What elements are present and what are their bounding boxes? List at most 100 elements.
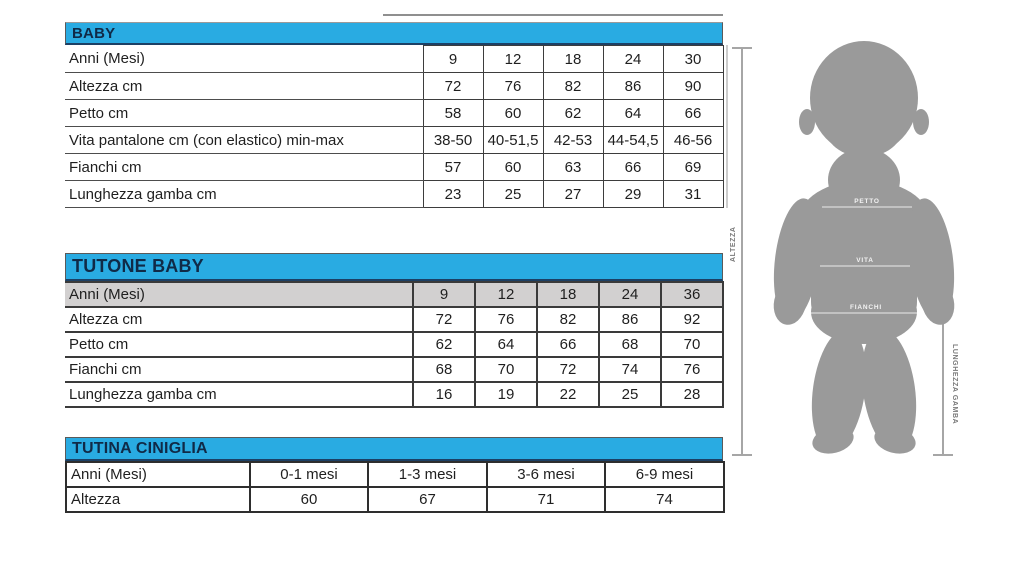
- cell-value: 30: [662, 45, 724, 73]
- vita-label: VITA: [856, 257, 874, 264]
- cell-value: 31: [662, 180, 724, 208]
- cell-value: 66: [602, 153, 664, 181]
- cell-value: 76: [482, 72, 544, 100]
- cell-value: 18: [536, 281, 600, 308]
- cell-value: 90: [662, 72, 724, 100]
- cell-value: 40-51,5: [482, 126, 544, 154]
- table-row: Petto cm 58 60 62 64 66: [65, 99, 724, 127]
- table-row: Lunghezza gamba cm 16 19 22 25 28: [65, 381, 724, 408]
- size-table: Anni (Mesi) 9 12 18 24 30 Altezza cm 72 76 82 86 90…: [65, 45, 724, 208]
- cell-value: 12: [474, 281, 538, 308]
- row-label: Fianchi cm: [65, 357, 413, 383]
- measure-cap: [933, 454, 953, 456]
- cell-value: 46-56: [662, 126, 724, 154]
- table-row: Fianchi cm 68 70 72 74 76: [65, 356, 724, 383]
- row-label: Petto cm: [65, 332, 413, 358]
- cell-value: 60: [249, 486, 369, 513]
- top-border-line: [383, 14, 723, 16]
- table-row: Altezza cm 72 76 82 86 90: [65, 72, 724, 100]
- cell-value: 76: [474, 306, 538, 333]
- altezza-measure-line: [732, 47, 752, 456]
- measure-bar: [741, 47, 743, 456]
- cell-value: 25: [482, 180, 544, 208]
- table-title-bar: BABY: [65, 22, 723, 45]
- cell-value: 74: [604, 486, 725, 513]
- row-label: Lunghezza gamba cm: [65, 180, 423, 208]
- cell-value: 1-3 mesi: [367, 461, 488, 488]
- baby-body-shape: [773, 41, 955, 454]
- cell-value: 70: [660, 331, 724, 358]
- altezza-label: ALTEZZA: [730, 226, 737, 262]
- cell-value: 25: [598, 381, 662, 408]
- cell-value: 86: [598, 306, 662, 333]
- row-label: Petto cm: [65, 99, 423, 127]
- row-label: Anni (Mesi): [65, 461, 251, 488]
- body-measure-labels: PETTO VITA FIANCHI: [850, 198, 881, 311]
- table-row: Vita pantalone cm (con elastico) min-max…: [65, 126, 724, 154]
- cell-value: 36: [660, 281, 724, 308]
- cell-value: 58: [422, 99, 484, 127]
- cell-value: 42-53: [542, 126, 604, 154]
- size-table-baby: BABY Anni (Mesi) 9 12 18 24 30 Altezza cm 72 76 8…: [65, 22, 724, 208]
- cell-value: 69: [662, 153, 724, 181]
- measure-cap: [732, 454, 752, 456]
- table-title-bar: TUTONE BABY: [65, 253, 723, 281]
- body-measure-lines: [810, 206, 922, 314]
- size-table-tutina-ciniglia: TUTINA CINIGLIA Anni (Mesi) 0-1 mesi 1-3 m…: [65, 437, 725, 513]
- table-row: Anni (Mesi) 0-1 mesi 1-3 mesi 3-6 mesi 6-9 m…: [65, 461, 725, 488]
- cell-value: 9: [422, 45, 484, 73]
- cell-value: 63: [542, 153, 604, 181]
- table-row: Anni (Mesi) 9 12 18 24 30: [65, 45, 724, 73]
- table-row: Lunghezza gamba cm 23 25 27 29 31: [65, 180, 724, 208]
- row-label: Lunghezza gamba cm: [65, 382, 413, 408]
- table-row: Petto cm 62 64 66 68 70: [65, 331, 724, 358]
- cell-value: 66: [662, 99, 724, 127]
- cell-value: 62: [412, 331, 476, 358]
- table-row: Altezza 60 67 71 74: [65, 486, 725, 513]
- row-label: Altezza: [65, 486, 251, 513]
- cell-value: 68: [598, 331, 662, 358]
- cell-value: 66: [536, 331, 600, 358]
- table-title: TUTINA CINIGLIA: [72, 439, 208, 457]
- row-label: Altezza cm: [65, 307, 413, 333]
- cell-value: 29: [602, 180, 664, 208]
- cell-value: 9: [412, 281, 476, 308]
- cell-value: 16: [412, 381, 476, 408]
- petto-label: PETTO: [854, 198, 880, 205]
- cell-value: 60: [482, 99, 544, 127]
- cell-value: 64: [602, 99, 664, 127]
- cell-value: 62: [542, 99, 604, 127]
- cell-value: 18: [542, 45, 604, 73]
- table-title: BABY: [72, 24, 116, 42]
- row-label: Fianchi cm: [65, 153, 423, 181]
- cell-value: 82: [542, 72, 604, 100]
- cell-value: 38-50: [422, 126, 484, 154]
- cell-value: 72: [536, 356, 600, 383]
- cell-value: 22: [536, 381, 600, 408]
- row-label: Anni (Mesi): [65, 45, 423, 73]
- cell-value: 60: [482, 153, 544, 181]
- cell-value: 86: [602, 72, 664, 100]
- table-title-bar: TUTINA CINIGLIA: [65, 437, 723, 461]
- cell-value: 23: [422, 180, 484, 208]
- cell-value: 28: [660, 381, 724, 408]
- table-row: Altezza cm 72 76 82 86 92: [65, 306, 724, 333]
- cell-value: 24: [598, 281, 662, 308]
- cell-value: 76: [660, 356, 724, 383]
- size-table-tutone-baby: TUTONE BABY Anni (Mesi) 9 12 18 24 36 Altezza …: [65, 253, 724, 408]
- cell-value: 0-1 mesi: [249, 461, 369, 488]
- row-label: Altezza cm: [65, 72, 423, 100]
- table-edge-shadow: [726, 45, 728, 208]
- table-title: TUTONE BABY: [72, 256, 204, 276]
- cell-value: 92: [660, 306, 724, 333]
- cell-value: 71: [486, 486, 606, 513]
- table-row: Fianchi cm 57 60 63 66 69: [65, 153, 724, 181]
- cell-value: 70: [474, 356, 538, 383]
- cell-value: 12: [482, 45, 544, 73]
- row-label: Anni (Mesi): [65, 281, 413, 308]
- cell-value: 67: [367, 486, 488, 513]
- cell-value: 72: [412, 306, 476, 333]
- cell-value: 72: [422, 72, 484, 100]
- cell-value: 6-9 mesi: [604, 461, 725, 488]
